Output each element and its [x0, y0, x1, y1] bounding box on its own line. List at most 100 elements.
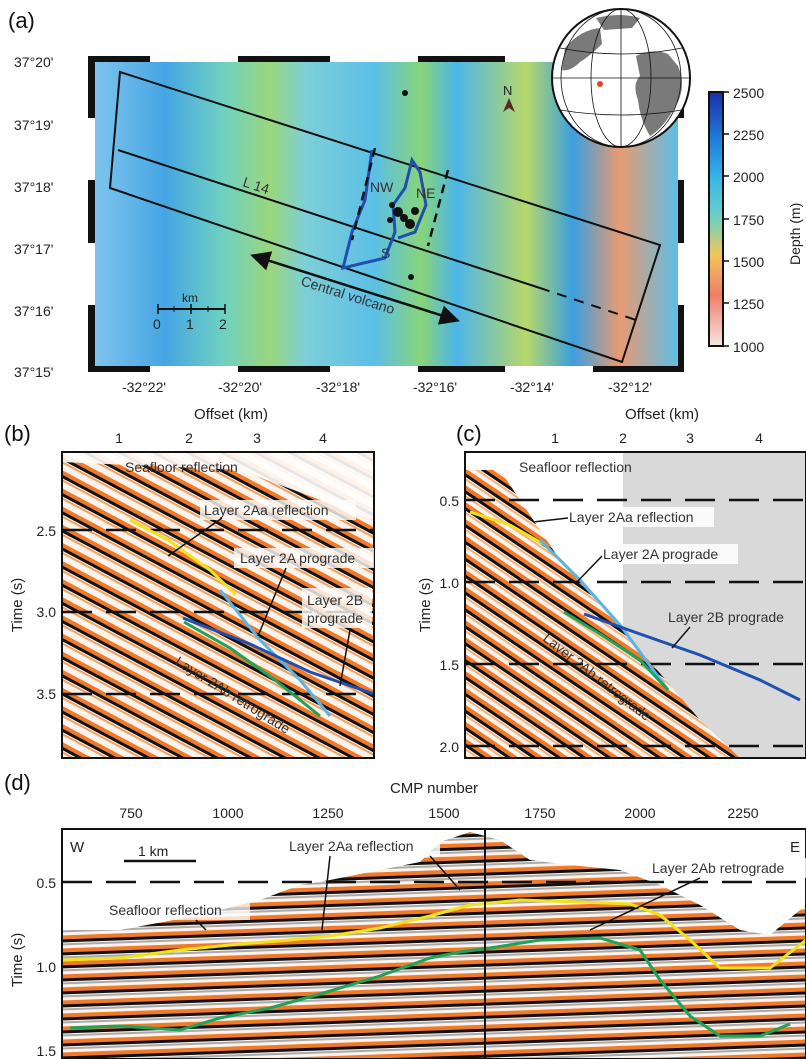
- pick-layer-2b-prograde: [583, 612, 801, 702]
- panel-d-y-title: Time (s): [9, 933, 26, 987]
- annot-layer-2aa: Layer 2Aa reflection: [289, 838, 414, 854]
- annot-layer-2aa: Layer 2Aa reflection: [569, 509, 694, 525]
- x-tick: 2: [619, 430, 627, 446]
- panel-d-letter: (d): [4, 770, 31, 795]
- region-label-s: S: [381, 245, 390, 261]
- annot-seafloor: Seafloor reflection: [125, 459, 238, 475]
- x-tick: 3: [253, 430, 261, 446]
- y-tick: 3.0: [37, 604, 57, 620]
- annot-layer-2b: Layer 2B: [307, 592, 363, 608]
- scale-tick: 2: [219, 316, 227, 332]
- depth-colorbar: 2500 2250 2000 1750 1500 1250 1000 Depth…: [708, 85, 803, 355]
- panel-d-y-ticks: 0.5 1.0 1.5: [37, 875, 57, 1059]
- annot-seafloor: Seafloor reflection: [519, 459, 632, 475]
- lat-label: 37°20': [14, 54, 53, 70]
- x-tick: 1: [551, 430, 559, 446]
- lon-label: -32°20': [218, 379, 262, 395]
- x-tick: 2: [185, 430, 193, 446]
- vent-boundary-ne: [426, 169, 450, 247]
- colorbar-tick: 2000: [733, 169, 764, 185]
- panel-b-frame: [61, 451, 375, 759]
- x-tick: 2250: [727, 805, 758, 821]
- panel-c-seismic: [465, 452, 806, 758]
- y-tick: 1.5: [37, 1043, 57, 1059]
- panel-b-y-title: Time (s): [9, 578, 26, 632]
- survey-line-l14: [117, 149, 541, 289]
- y-tick: 0.5: [37, 875, 57, 891]
- globe-landmass-north: [596, 15, 640, 30]
- colorbar-gradient: [708, 91, 724, 347]
- x-tick: 750: [119, 805, 143, 821]
- pick-layer-2ab-retrograde: [183, 620, 321, 718]
- panel-a-letter: (a): [8, 8, 35, 33]
- y-tick: 0.5: [440, 493, 460, 509]
- north-label: N: [503, 83, 512, 98]
- colorbar-tick: 1750: [733, 212, 764, 228]
- annot-seafloor: Seafloor reflection: [109, 902, 222, 918]
- panel-c-x-ticks: 1 2 3 4: [551, 430, 763, 446]
- y-tick: 1.0: [440, 575, 460, 591]
- x-tick: 1250: [312, 805, 343, 821]
- longitude-labels: -32°22' -32°20' -32°18' -32°16' -32°14' …: [122, 379, 652, 395]
- annot-layer-2b-prograde: Layer 2B prograde: [668, 609, 784, 625]
- panel-c-y-title: Time (s): [417, 578, 434, 632]
- scale-unit: km: [182, 291, 198, 305]
- map-scale-bar: km 0 1 2: [153, 291, 227, 332]
- lon-label: -32°22': [122, 379, 166, 395]
- lat-label: 37°18': [14, 179, 53, 195]
- latitude-labels: 37°20' 37°19' 37°18' 37°17' 37°16' 37°15…: [14, 54, 53, 380]
- panel-c-x-title: Offset (km): [625, 406, 699, 423]
- north-arrow: N: [503, 83, 515, 112]
- globe-landmass-europe-africa: [635, 51, 682, 136]
- globe-landmass-americas: [562, 28, 602, 71]
- pick-layer-2aa: [129, 518, 238, 597]
- pick-layer-2ab-retrograde: [563, 610, 670, 692]
- panel-c-frame: [464, 451, 806, 759]
- lon-label: -32°14': [510, 379, 554, 395]
- x-tick: 2000: [624, 805, 655, 821]
- panel-d-annotations: W E 1 km Layer 2Aa reflection Layer 2Ab …: [70, 836, 806, 931]
- pick-layer-2a-prograde: [538, 538, 670, 691]
- study-site-marker: [597, 81, 603, 87]
- x-tick: 1500: [428, 805, 459, 821]
- pick-layer-2a-prograde: [218, 589, 332, 717]
- y-tick: 2.5: [37, 523, 57, 539]
- survey-box: [108, 70, 662, 364]
- x-tick: 4: [319, 430, 327, 446]
- y-tick: 2.0: [440, 739, 460, 755]
- y-tick: 1.0: [37, 959, 57, 975]
- corner-label-e: E: [790, 839, 800, 856]
- annot-layer-2a-prograde: Layer 2A prograde: [240, 550, 355, 566]
- panel-b-letter: (b): [4, 421, 31, 446]
- line-label-l14: L 14: [241, 174, 272, 198]
- scale-tick: 0: [153, 316, 161, 332]
- region-label-nw: NW: [370, 179, 394, 195]
- colorbar-title: Depth (m): [787, 203, 803, 265]
- lat-label: 37°17': [14, 241, 53, 257]
- panel-c-y-ticks: 0.5 1.0 1.5 2.0: [440, 493, 460, 755]
- colorbar-tick: 1000: [733, 339, 764, 355]
- x-tick: 4: [755, 430, 763, 446]
- colorbar-tick: 2250: [733, 127, 764, 143]
- y-tick: 3.5: [37, 686, 57, 702]
- pick-layer-2b-prograde: [182, 616, 374, 696]
- colorbar-tick: 1250: [733, 296, 764, 312]
- x-tick: 1: [115, 430, 123, 446]
- annot-layer-2a-prograde: Layer 2A prograde: [603, 546, 718, 562]
- lon-label: -32°18': [316, 379, 360, 395]
- vent-boundary-nw: [350, 147, 377, 241]
- corner-label-w: W: [70, 839, 85, 856]
- lon-label: -32°16': [413, 379, 457, 395]
- panel-d-frame: [61, 828, 806, 1059]
- central-volcano-arrow: [250, 251, 460, 325]
- panel-d-x-ticks: 750 1000 1250 1500 1750 2000 2250: [119, 805, 758, 821]
- vent-sites: [387, 90, 419, 280]
- x-tick: 1750: [524, 805, 555, 821]
- lat-label: 37°15': [14, 364, 53, 380]
- annot-layer-2ab-retrograde: Layer 2Ab retrograde: [652, 860, 785, 876]
- scale-label: 1 km: [138, 843, 168, 859]
- lat-label: 37°19': [14, 117, 53, 133]
- x-tick: 1000: [212, 805, 243, 821]
- region-label-ne: NE: [416, 185, 435, 201]
- pick-layer-2aa: [62, 898, 806, 970]
